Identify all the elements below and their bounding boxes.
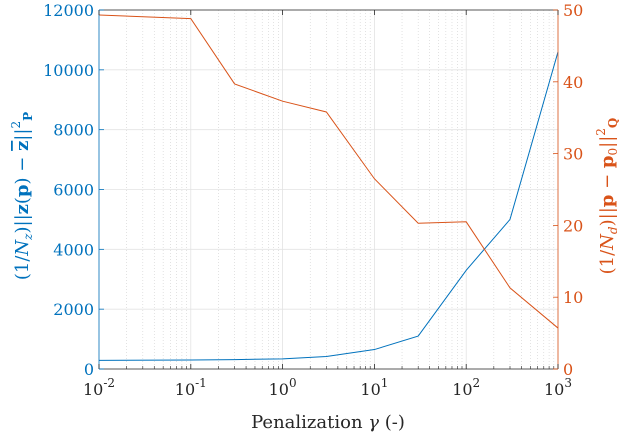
y-right-tick-label: 10 bbox=[563, 288, 583, 307]
y-left-axis-title: (1/Nz)||z(p) − z||2P bbox=[9, 112, 35, 280]
x-tick-label: 102 bbox=[452, 376, 480, 399]
axes: 10-2 10-1 100 101 102 10302000400060008000100… bbox=[43, 1, 583, 399]
x-tick-label: 101 bbox=[360, 376, 388, 399]
x-tick-label: 100 bbox=[269, 376, 297, 399]
x-tick-label: 10-2 bbox=[83, 376, 115, 399]
y-right-tick-label: 40 bbox=[563, 73, 583, 92]
y-left-tick-label: 0 bbox=[84, 360, 94, 379]
y-right-tick-label: 30 bbox=[563, 145, 583, 164]
y-left-tick-label: 12000 bbox=[43, 1, 94, 20]
y-left-tick-label: 8000 bbox=[53, 121, 94, 140]
y-left-tick-label: 4000 bbox=[53, 240, 94, 259]
grid bbox=[98, 9, 559, 370]
x-tick-label: 10-1 bbox=[175, 376, 207, 399]
series-line-right bbox=[98, 14, 559, 329]
y-left-tick-label: 2000 bbox=[53, 300, 94, 319]
series-line-left bbox=[98, 51, 559, 361]
y-left-tick-label: 10000 bbox=[43, 61, 94, 80]
x-axis-title: Penalization γ (-) bbox=[251, 412, 405, 433]
y-right-tick-label: 50 bbox=[563, 1, 583, 20]
series-lines bbox=[98, 14, 559, 361]
y-right-axis-title: (1/Nd)||p − p0||2Q bbox=[594, 118, 620, 275]
y-right-tick-label: 20 bbox=[563, 216, 583, 235]
x-tick-label: 103 bbox=[544, 376, 572, 399]
y-left-tick-label: 6000 bbox=[53, 181, 94, 200]
y-right-tick-label: 0 bbox=[563, 360, 573, 379]
